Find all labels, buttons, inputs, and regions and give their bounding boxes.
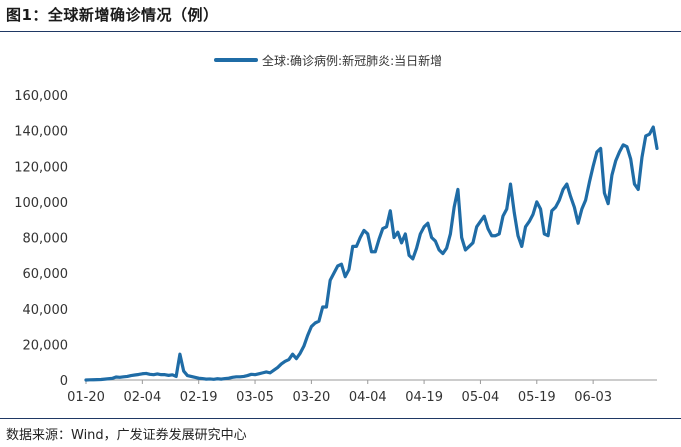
series-line-global-daily-new-cases (84, 125, 659, 382)
title-rule (0, 31, 681, 32)
y-tick-label: 80,000 (23, 232, 69, 247)
x-tick-label: 06-03 (574, 390, 612, 405)
legend-swatch (214, 58, 258, 62)
x-tick-label: 03-05 (236, 390, 274, 405)
figure-title: 图1：全球新增确诊情况（例） (6, 6, 219, 24)
x-tick-label: 05-04 (462, 390, 500, 405)
footer-rule (0, 418, 681, 419)
x-tick-label: 03-20 (293, 390, 331, 405)
y-tick-label: 0 (60, 374, 68, 389)
x-tick-label: 02-19 (180, 390, 218, 405)
x-tick-label: 02-04 (123, 390, 161, 405)
legend-label: 全球:确诊病例:新冠肺炎:当日新增 (262, 53, 443, 68)
source-note: 数据来源：Wind，广发证券发展研究中心 (6, 428, 247, 443)
chart-legend[interactable]: 全球:确诊病例:新冠肺炎:当日新增 (214, 52, 442, 68)
x-tick-label: 05-19 (518, 390, 556, 405)
y-tick-label: 140,000 (14, 125, 68, 140)
x-tick-label: 04-04 (349, 390, 387, 405)
y-tick-label: 160,000 (14, 89, 68, 104)
y-tick-label: 100,000 (14, 196, 68, 211)
y-tick-label: 20,000 (23, 338, 69, 353)
y-tick-label: 60,000 (23, 267, 69, 282)
y-tick-label: 40,000 (23, 303, 69, 318)
x-tick-label: 04-19 (405, 390, 443, 405)
x-tick-label: 01-20 (67, 390, 105, 405)
y-tick-label: 120,000 (14, 160, 68, 175)
line-chart: 0 20,000 40,000 60,000 80,000 100,000 120,000 1… (14, 89, 659, 405)
